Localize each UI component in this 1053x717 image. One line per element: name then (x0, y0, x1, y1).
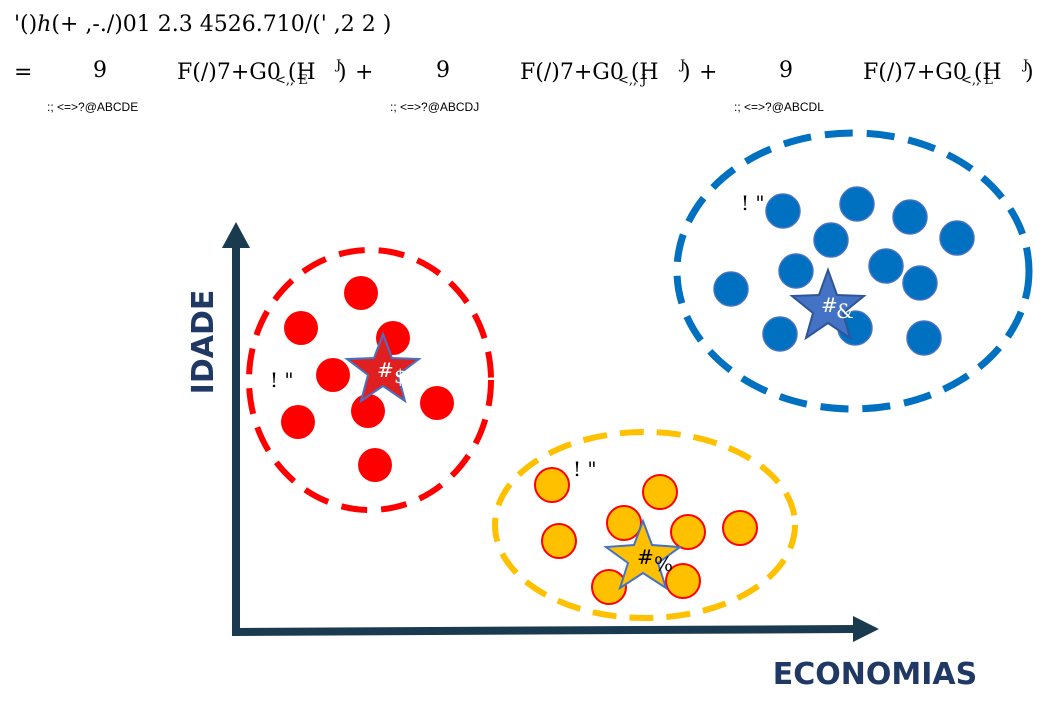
centroid-red-label: # (377, 358, 394, 382)
cluster-red: # $ ! " (246, 247, 494, 513)
term-3-nine: 9 (779, 58, 793, 83)
data-point (765, 193, 801, 229)
data-point (665, 563, 701, 599)
formula-term-2: 9 F(/)7+G0 (H <,, J J ) + :; <=>?@ABCDJ (390, 58, 717, 114)
term-1-close: ) (338, 60, 347, 85)
data-point (713, 271, 749, 307)
data-point (892, 199, 928, 235)
centroid-red-sub: $ (394, 364, 407, 388)
data-point (420, 386, 454, 420)
term-3-expr: F(/)7+G0 (H (863, 60, 1002, 85)
term-2-close: ) (682, 60, 691, 85)
data-point (762, 316, 798, 352)
data-point (541, 523, 577, 559)
data-point (284, 311, 318, 345)
data-point (839, 186, 875, 222)
data-point (351, 394, 385, 428)
formula-term-3: 9 F(/)7+G0 (H <,, L J ) :; <=>?@ABCDL (734, 58, 1034, 114)
x-axis-label: ECONOMIAS (773, 657, 977, 692)
data-point (778, 253, 814, 289)
centroid-star-red (344, 331, 422, 404)
cluster-blue-boundary (673, 129, 1033, 413)
cluster-yellow-boundary (492, 429, 798, 621)
term-3-under: :; <=>?@ABCDL (734, 100, 824, 114)
term-3-close: ) (1025, 60, 1034, 85)
data-point (344, 276, 378, 310)
cluster-yellow: # % ! " (492, 429, 798, 621)
term-2-under: :; <=>?@ABCDJ (390, 100, 479, 114)
centroid-star-blue (789, 267, 867, 341)
data-point (868, 248, 904, 284)
data-point (358, 448, 392, 482)
term-2-op: + (699, 60, 717, 85)
term-1-expr: F(/)7+G0 (H (177, 60, 316, 85)
term-1-op: + (355, 60, 373, 85)
centroid-blue-sub: & (836, 299, 854, 323)
y-axis-label: IDADE (186, 290, 221, 395)
data-point (591, 569, 627, 605)
cluster-blue-label: ! " (741, 191, 765, 215)
data-point (902, 265, 938, 301)
term-1-under: :; <=>?@ABCDE (47, 100, 138, 114)
cluster-blue: # & ! " (673, 129, 1033, 413)
data-point (316, 358, 350, 392)
cluster-red-boundary (246, 247, 494, 513)
term-3-sup: J (1021, 58, 1028, 73)
data-point (813, 222, 849, 258)
y-axis-arrowhead (222, 222, 250, 248)
term-1-sub: <,, E (275, 73, 308, 88)
term-3-sub: <,, L (961, 73, 993, 88)
formula-term-1: 9 F(/)7+G0 (H <,, E J ) + :; <=>?@ABCDE (47, 58, 373, 114)
cluster-red-label: ! " (270, 368, 294, 392)
centroid-blue-label: # (821, 293, 838, 317)
axes: IDADE ECONOMIAS (186, 222, 977, 692)
formula-line-1: '()ℎ(+ ,-./)01 2.3 4526.710/(' ,2 2 ) (14, 12, 391, 37)
data-point (722, 510, 758, 546)
term-2-expr: F(/)7+G0 (H (520, 60, 659, 85)
x-axis-arrowhead (853, 616, 879, 642)
term-2-nine: 9 (436, 58, 450, 83)
formula-equals: = (14, 60, 32, 85)
term-2-sub: <,, J (618, 73, 647, 88)
centroid-yellow-sub: % (654, 552, 673, 576)
data-point (939, 220, 975, 256)
centroid-star-yellow (603, 518, 683, 591)
x-axis-line (231, 625, 856, 636)
data-point (606, 505, 642, 541)
data-point (281, 405, 315, 439)
cluster-yellow-label: ! " (573, 457, 597, 481)
data-point (534, 467, 570, 503)
data-point (642, 474, 678, 510)
data-point (670, 514, 706, 550)
term-1-sup: J (334, 58, 341, 73)
term-2-sup: J (678, 58, 685, 73)
term-1-nine: 9 (93, 58, 107, 83)
data-point (906, 320, 942, 356)
centroid-yellow-label: # (637, 545, 654, 569)
